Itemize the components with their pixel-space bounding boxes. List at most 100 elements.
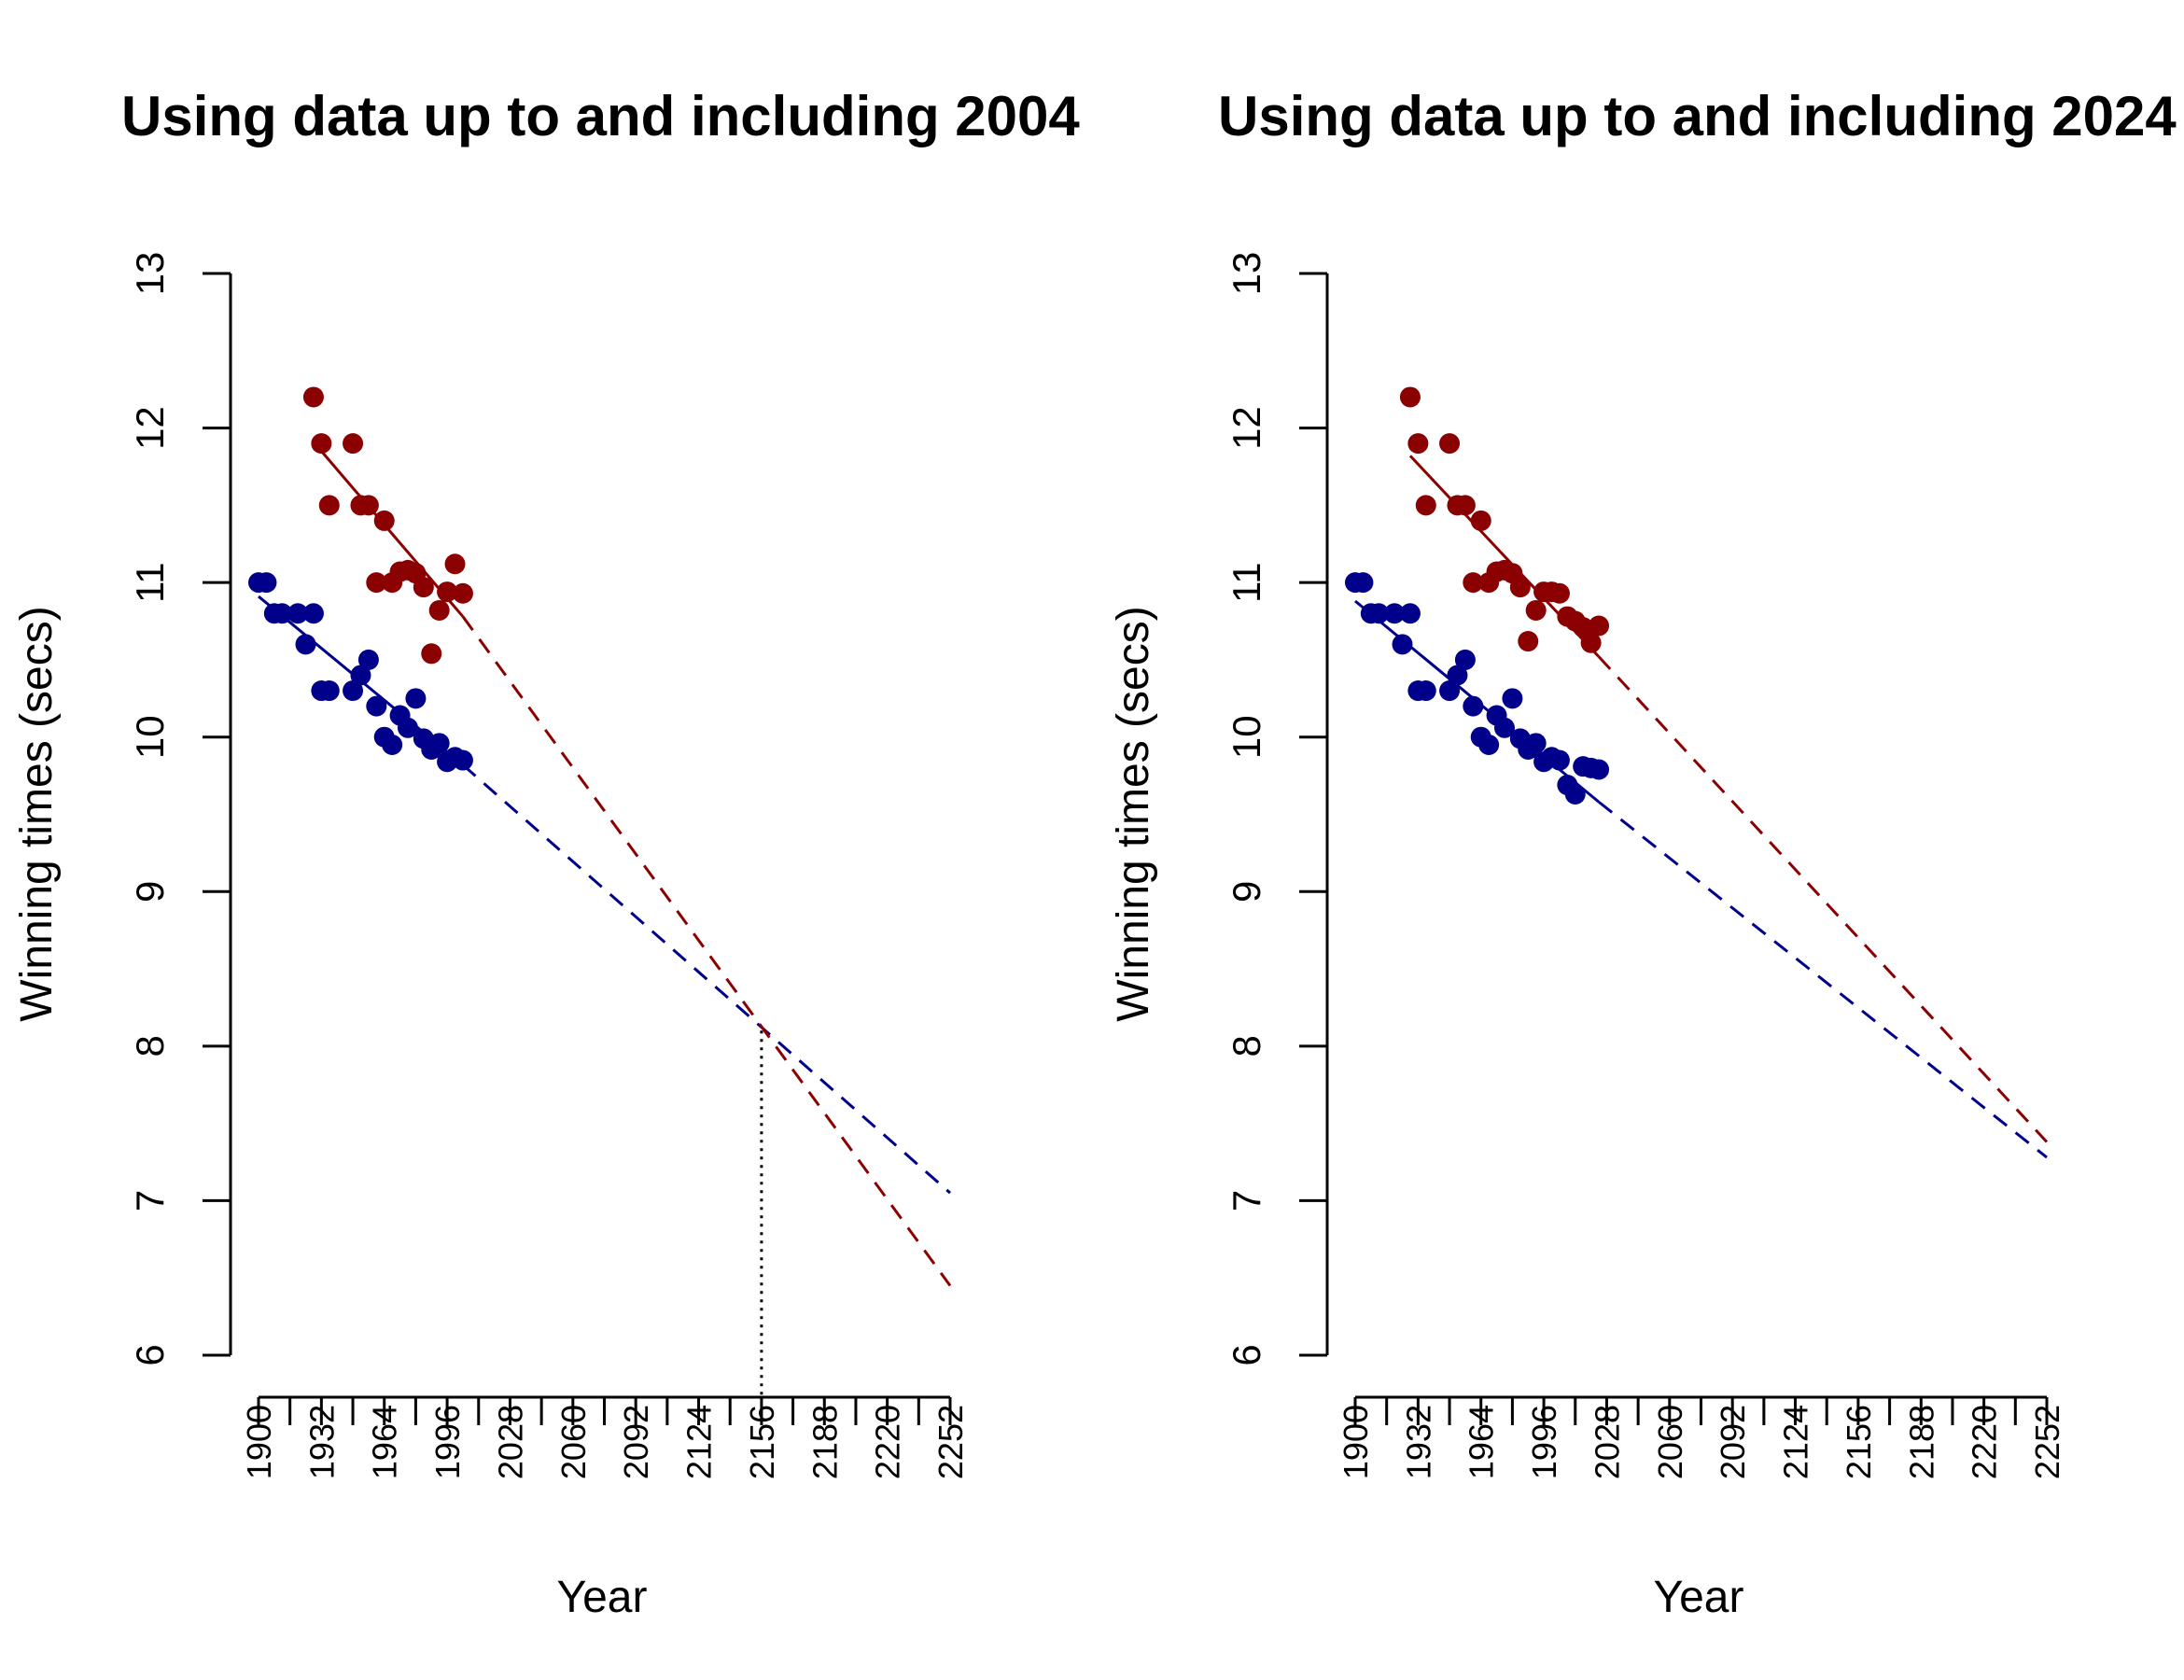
data-points [248,386,473,773]
y-axis-title: Winning times (secs) [12,606,62,1021]
men-data-point [405,688,427,709]
y-tick-label: 7 [1225,1190,1268,1211]
men-data-point [1564,783,1586,805]
men-data-point [1454,649,1476,670]
x-tick-label: 2252 [2028,1405,2066,1479]
x-tick-label: 1996 [428,1405,467,1479]
x-tick-label: 2028 [491,1405,529,1479]
women-data-point [1415,495,1436,516]
y-tick-label: 9 [128,881,172,903]
men-data-point [256,572,277,594]
x-axis: 1900 1932 1964 1996 2028 2060 2092 2124 2156 2188… [240,1395,970,1479]
y-tick-label: 9 [1225,881,1268,903]
women-data-point [1589,615,1610,637]
women-data-point [1573,617,1594,638]
women-data-point [357,495,379,516]
women-data-point [1407,433,1429,455]
women-data-point [444,553,466,575]
chart-title: Using data up to and including 2004 [121,85,1080,147]
men-data-point [1502,688,1523,709]
men-data-point [1548,749,1570,771]
x-axis-title: Year [1654,1573,1744,1622]
men-data-point [1368,603,1390,624]
men-data-point [1352,572,1374,594]
men-data-point [1525,733,1547,754]
x-tick-label: 1964 [1463,1405,1501,1479]
men-data-point [1493,717,1515,738]
men-projection-line [1598,801,2048,1159]
men-data-point [1589,759,1610,780]
x-tick-label: 2252 [931,1405,970,1479]
women-data-point [1580,632,1602,653]
men-data-point [1415,680,1436,702]
women-data-point [421,643,442,665]
x-axis-title: Year [557,1573,648,1622]
y-tick-label: 8 [1225,1035,1268,1057]
men-projection-line [461,763,951,1195]
men-data-point [272,603,293,624]
women-data-point [343,433,364,455]
men-data-point [1399,603,1421,624]
women-data-point [1439,433,1461,455]
women-data-point [1548,582,1570,604]
men-data-point [357,649,379,670]
y-axis: 6 7 8 9 10 11 12 13 [128,252,232,1366]
y-tick-label: 12 [1225,406,1268,450]
women-data-point [1509,577,1531,598]
men-data-point [366,695,387,717]
y-tick-label: 6 [128,1344,172,1365]
y-tick-label: 12 [128,406,172,450]
x-tick-label: 1932 [302,1405,341,1479]
women-data-point [302,386,324,408]
y-tick-label: 13 [128,252,172,296]
chart-title: Using data up to and including 2024 [1218,85,2177,147]
y-axis-title: Winning times (secs) [1109,606,1158,1021]
women-data-point [373,510,395,531]
x-tick-label: 2156 [743,1405,781,1479]
x-tick-label: 2220 [1966,1405,2004,1479]
men-data-point [295,634,316,655]
chart-panel-2004: Using data up to and including 2004 Winn… [12,85,1080,1622]
men-data-point [318,680,340,702]
women-data-point [413,577,434,598]
men-data-point [428,733,450,754]
x-tick-label: 2028 [1588,1405,1626,1479]
men-data-point [1463,695,1484,717]
men-data-point [452,749,473,771]
y-tick-label: 11 [128,562,172,603]
women-data-point [311,433,332,455]
x-tick-label: 1900 [240,1405,278,1479]
women-data-point [437,581,458,603]
women-data-point [1470,510,1491,531]
x-tick-label: 2220 [869,1405,907,1479]
x-axis: 1900 1932 1964 1996 2028 2060 2092 2124 2156 2188… [1337,1395,2066,1479]
data-points [1345,386,1610,805]
x-tick-label: 2124 [1777,1405,1815,1479]
x-tick-label: 2156 [1840,1405,1878,1479]
men-data-point [397,717,418,738]
men-data-point [343,680,364,702]
y-tick-label: 13 [1225,252,1268,296]
x-tick-label: 2188 [1902,1405,1940,1479]
women-data-point [1525,599,1547,621]
x-tick-label: 1932 [1399,1405,1437,1479]
men-data-point [1447,665,1468,686]
x-tick-label: 1900 [1337,1405,1375,1479]
y-tick-label: 7 [128,1190,172,1211]
x-tick-label: 2092 [1714,1405,1752,1479]
men-data-point [350,665,371,686]
women-data-point [1399,386,1421,408]
women-data-point [452,582,473,604]
y-tick-label: 8 [128,1035,172,1057]
men-data-point [1384,603,1406,624]
chart-panel-2024: Using data up to and including 2024 Winn… [1109,85,2177,1622]
women-data-point [428,599,450,621]
x-tick-label: 2060 [554,1405,593,1479]
x-tick-label: 2092 [617,1405,655,1479]
y-tick-label: 11 [1225,562,1268,603]
women-data-point [1463,572,1484,594]
y-tick-label: 6 [1225,1344,1268,1365]
men-data-point [287,603,309,624]
